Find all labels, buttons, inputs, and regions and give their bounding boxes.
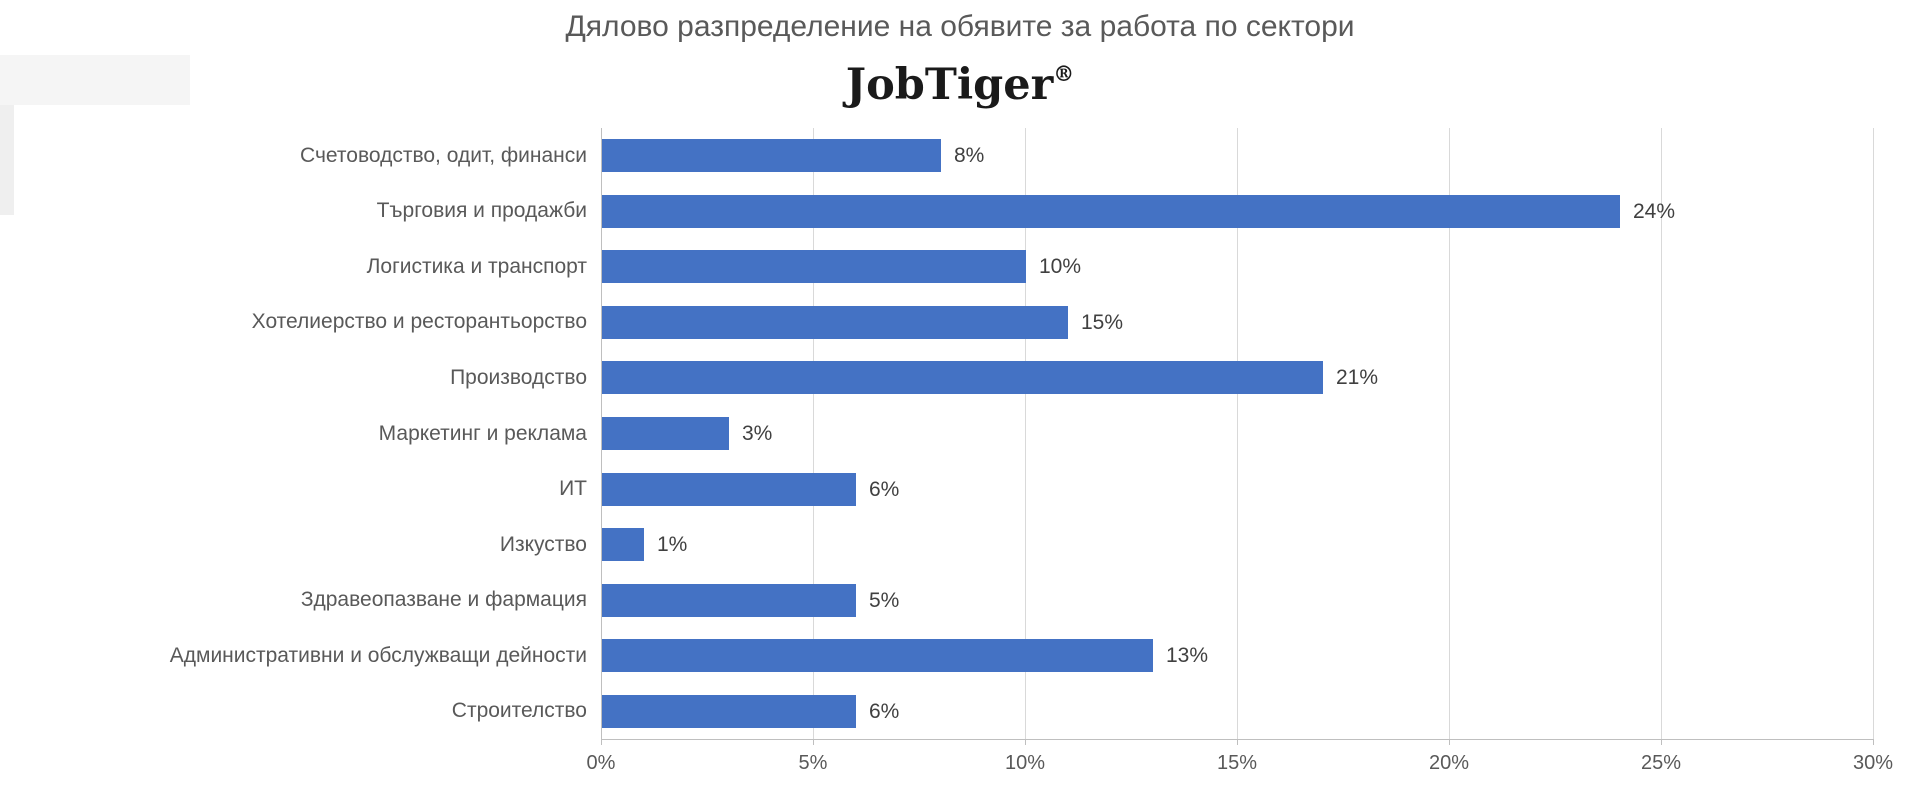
value-axis-line (601, 739, 1874, 740)
gridline (1025, 128, 1026, 739)
bar-value-label: 24% (1633, 200, 1676, 223)
gridline (1661, 128, 1662, 739)
category-label: Административни и обслужващи дейности (169, 644, 587, 667)
x-tick-label: 20% (1428, 752, 1470, 774)
x-tick-label: 10% (1004, 752, 1046, 774)
bar (602, 250, 1026, 283)
bar-value-label: 21% (1336, 366, 1379, 389)
bar (602, 361, 1323, 394)
bar (602, 195, 1620, 228)
jobtiger-logo-text: JobTiger (845, 60, 1054, 110)
x-tick-label: 25% (1640, 752, 1682, 774)
bar-value-label: 13% (1166, 644, 1209, 667)
x-tick-label: 15% (1216, 752, 1258, 774)
bar (602, 473, 856, 506)
plot-area: 8% 24% 10% 15% 21% 3% 6% 1% 5% 13% 6% (601, 128, 1874, 745)
axis-tick-mark (1873, 739, 1874, 745)
bar-value-label: 6% (869, 478, 900, 501)
bar (602, 139, 941, 172)
category-label: ИТ (559, 477, 587, 500)
jobtiger-logo: JobTiger® (0, 48, 1920, 111)
category-label: Счетоводство, одит, финанси (300, 144, 587, 167)
registered-trademark-symbol: ® (1053, 61, 1075, 86)
gridline (1237, 128, 1238, 739)
x-tick-label: 0% (586, 752, 616, 774)
bar-value-label: 15% (1081, 311, 1124, 334)
x-tick-label: 30% (1852, 752, 1894, 774)
axis-tick-mark (1661, 739, 1662, 745)
axis-tick-mark (1237, 739, 1238, 745)
bar-value-label: 6% (869, 700, 900, 723)
category-axis-line (601, 128, 602, 739)
category-label: Логистика и транспорт (366, 255, 587, 278)
category-label: Хотелиерство и ресторантьорство (251, 310, 587, 333)
bar-value-label: 1% (657, 533, 688, 556)
gridline (813, 128, 814, 739)
bar-value-label: 5% (869, 589, 900, 612)
x-tick-label: 5% (798, 752, 828, 774)
category-label: Търговия и продажби (376, 199, 587, 222)
bar (602, 528, 644, 561)
category-label: Здравеопазване и фармация (300, 588, 587, 611)
bar-value-label: 8% (954, 144, 985, 167)
bar-value-label: 10% (1039, 255, 1082, 278)
gridline (1873, 128, 1874, 739)
chart-title: Дялово разпределение на обявите за работ… (565, 10, 1355, 43)
bar (602, 695, 856, 728)
axis-tick-mark (601, 739, 602, 745)
bar-value-label: 3% (742, 422, 773, 445)
category-label: Строителство (451, 699, 587, 722)
axis-tick-mark (1449, 739, 1450, 745)
background-patch (0, 105, 14, 215)
bar (602, 584, 856, 617)
axis-tick-mark (813, 739, 814, 745)
axis-tick-mark (1025, 739, 1026, 745)
bar (602, 639, 1153, 672)
background-patch (0, 55, 190, 105)
category-label: Производство (450, 366, 587, 389)
gridline (1449, 128, 1450, 739)
category-label: Маркетинг и реклама (378, 422, 587, 445)
bar (602, 417, 729, 450)
category-label: Изкуство (499, 533, 587, 556)
bar (602, 306, 1068, 339)
